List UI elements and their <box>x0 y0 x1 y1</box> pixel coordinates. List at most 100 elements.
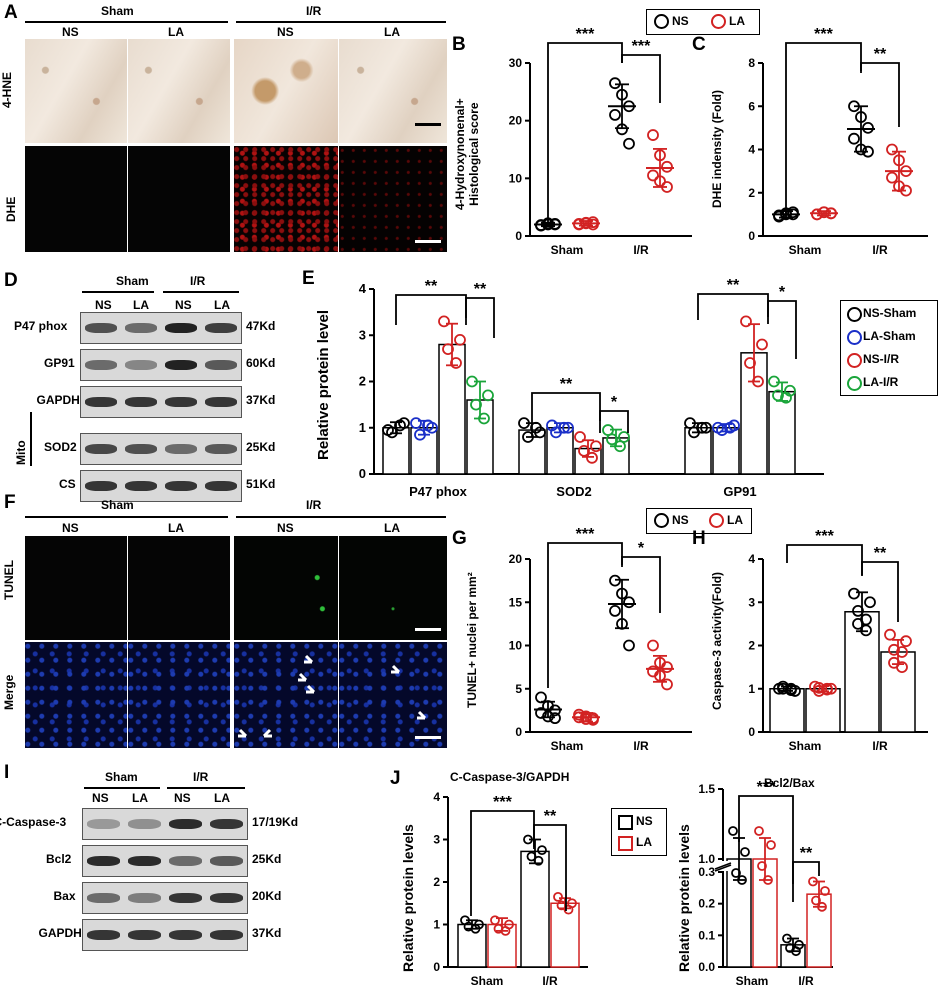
data-point <box>744 357 756 369</box>
significance-label: *** <box>757 779 776 796</box>
blot-strip <box>82 919 248 951</box>
blot-band <box>169 930 202 940</box>
y-tick-label: 0 <box>515 229 522 243</box>
blot-band <box>210 819 243 829</box>
significance-bracket <box>697 293 769 324</box>
x-tick-label: SOD2 <box>556 484 591 499</box>
blot-strip <box>80 349 242 381</box>
y-tick-label: 4 <box>748 143 755 157</box>
data-point <box>438 315 450 328</box>
data-point <box>900 635 912 648</box>
ns-ir-marker-icon <box>847 353 862 368</box>
group-divider <box>25 516 228 518</box>
blot-band <box>85 360 117 370</box>
micrograph-merge-ir-la <box>339 642 447 748</box>
blot-band <box>205 481 237 491</box>
arrow-annotations <box>238 654 316 738</box>
y-tick-label: 8 <box>748 56 755 70</box>
micrograph-4hne-sham-la <box>128 39 230 143</box>
bar <box>520 850 550 968</box>
micrograph-merge-sham-la <box>128 642 230 748</box>
significance-label: *** <box>493 794 512 811</box>
blot-band <box>125 360 157 370</box>
data-point <box>821 683 833 696</box>
blot-band <box>210 930 243 940</box>
col-label: LA <box>384 25 400 39</box>
blot-band <box>85 481 117 491</box>
x-tick-label: I/R <box>798 974 814 988</box>
data-point <box>609 109 621 121</box>
data-point <box>563 904 574 915</box>
blot-strip <box>80 470 242 502</box>
significance-label: *** <box>814 26 833 43</box>
blot-band <box>165 481 197 491</box>
data-point <box>768 375 780 388</box>
y-tick-label: 20 <box>509 552 523 566</box>
legend-label: LA-Sham <box>863 329 916 343</box>
la-sham-marker-icon <box>847 330 862 345</box>
blot-band <box>205 397 237 407</box>
data-point <box>818 206 830 219</box>
axis-break-mark <box>714 862 732 870</box>
group-divider <box>82 291 154 293</box>
data-point <box>896 646 908 658</box>
x-tick-label: I/R <box>542 974 558 988</box>
data-point <box>454 333 466 346</box>
blot-band <box>210 856 243 866</box>
significance-bracket <box>861 561 899 622</box>
blot-row-label: Bax <box>53 889 76 903</box>
significance-label: ** <box>474 281 487 298</box>
blot-band <box>165 323 197 333</box>
significance-label: *** <box>815 528 834 545</box>
blot-band <box>85 444 117 454</box>
group-sham-label: Sham <box>116 274 149 288</box>
panel-label-j: J <box>390 768 401 789</box>
ns-marker-icon <box>654 513 669 528</box>
data-point <box>574 431 586 443</box>
x-tick-label: I/R <box>633 243 649 257</box>
blot-row-label: GP91 <box>44 356 75 370</box>
significance-bracket <box>547 42 623 223</box>
data-point <box>740 847 750 857</box>
blot-row-label: SOD2 <box>44 440 77 454</box>
bar <box>466 399 494 475</box>
blot-band <box>169 819 202 829</box>
y-tick-label: 0 <box>515 725 522 739</box>
blot-size-label: 60Kd <box>246 356 276 370</box>
blot-row-label: P47 phox <box>14 319 68 333</box>
data-point <box>450 357 462 369</box>
blot-row-label: CS <box>59 477 76 491</box>
blot-size-label: 37Kd <box>252 926 282 940</box>
legend-label: NS <box>672 14 689 28</box>
blot-band <box>165 360 197 370</box>
group-sham-label: Sham <box>105 770 138 784</box>
panel-label-b: B <box>452 34 466 55</box>
col-label: NS <box>92 791 109 805</box>
data-point <box>811 208 823 221</box>
significance-bracket <box>621 556 661 613</box>
y-tick-label: 10 <box>509 171 523 185</box>
micrograph-tunel-sham-ns <box>25 536 127 640</box>
col-label: NS <box>277 521 294 535</box>
y-tick-label: 2 <box>359 374 366 389</box>
col-label: LA <box>132 791 148 805</box>
x-tick-label: I/R <box>872 243 888 257</box>
data-point <box>587 713 599 726</box>
data-point <box>848 132 860 145</box>
significance-label: ** <box>874 46 887 63</box>
col-label: LA <box>168 521 184 535</box>
blot-row-label: Bcl2 <box>46 852 72 866</box>
significance-bracket <box>465 297 495 338</box>
panel-label-d: D <box>4 270 18 291</box>
y-tick-label: 15 <box>509 595 523 609</box>
group-divider <box>167 787 245 789</box>
legend-e: NS-Sham LA-Sham NS-I/R LA-I/R <box>840 300 938 396</box>
y-tick-label: 1.0 <box>698 852 715 866</box>
group-divider <box>163 291 239 293</box>
ns-marker-icon <box>654 14 669 29</box>
legend-label: NS <box>636 814 653 828</box>
data-point <box>754 826 764 836</box>
group-sham-label: Sham <box>101 498 134 512</box>
col-label: NS <box>277 25 294 39</box>
y-tick-label: 4 <box>748 552 755 566</box>
